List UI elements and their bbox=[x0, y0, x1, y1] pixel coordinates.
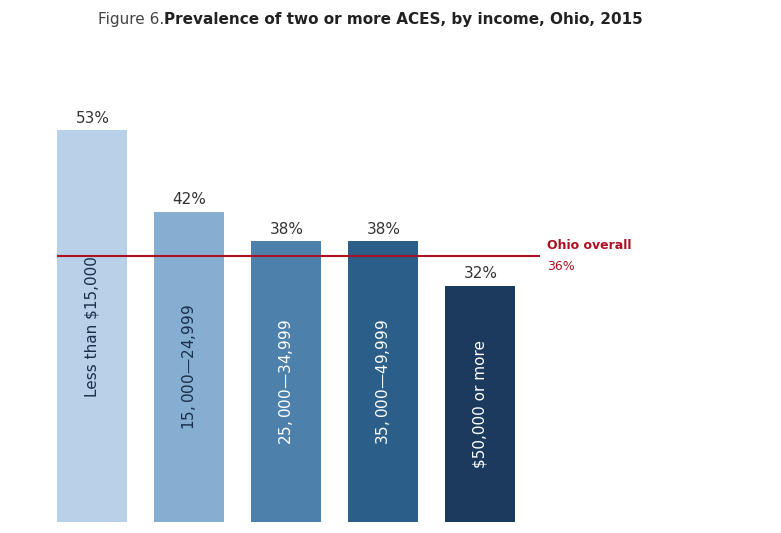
Bar bbox=[348, 241, 419, 522]
Text: 53%: 53% bbox=[76, 111, 109, 126]
Text: Prevalence of two or more ACES, by income, Ohio, 2015: Prevalence of two or more ACES, by incom… bbox=[164, 12, 643, 27]
Text: $25,000 — $34,999: $25,000 — $34,999 bbox=[277, 319, 295, 445]
Text: 38%: 38% bbox=[366, 222, 401, 237]
Text: $35,000 — $49,999: $35,000 — $49,999 bbox=[374, 319, 392, 445]
Bar bbox=[445, 286, 515, 522]
Text: 36%: 36% bbox=[547, 260, 575, 273]
Text: Ohio overall: Ohio overall bbox=[547, 239, 632, 253]
Text: Less than $15,000: Less than $15,000 bbox=[85, 256, 100, 397]
Bar bbox=[155, 212, 224, 522]
Bar bbox=[58, 131, 127, 522]
Text: 42%: 42% bbox=[173, 192, 206, 207]
Text: $50,000 or more: $50,000 or more bbox=[473, 340, 488, 468]
Text: 38%: 38% bbox=[269, 222, 303, 237]
Text: Figure 6.: Figure 6. bbox=[98, 12, 169, 27]
Text: 32%: 32% bbox=[463, 266, 497, 281]
Text: $15,000 — $24,999: $15,000 — $24,999 bbox=[180, 304, 198, 430]
Bar bbox=[251, 241, 321, 522]
